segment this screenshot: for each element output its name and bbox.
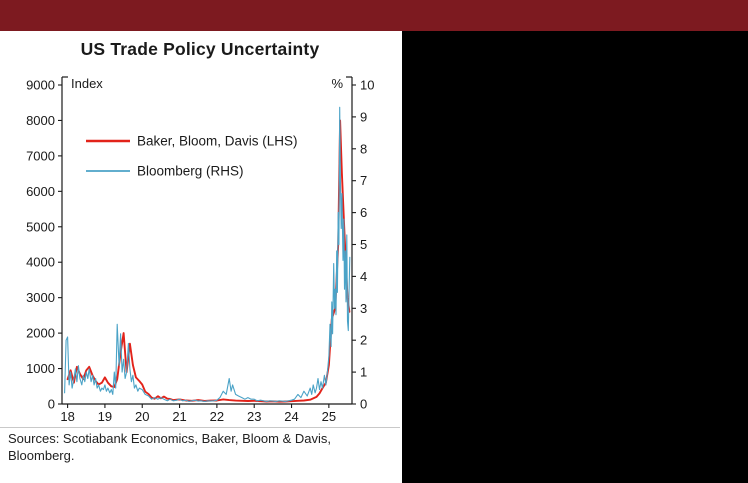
svg-text:2000: 2000 bbox=[26, 326, 55, 341]
svg-text:21: 21 bbox=[172, 409, 186, 424]
svg-text:8: 8 bbox=[360, 141, 367, 156]
svg-text:20: 20 bbox=[135, 409, 149, 424]
svg-text:Bloomberg (RHS): Bloomberg (RHS) bbox=[137, 164, 244, 179]
svg-text:3000: 3000 bbox=[26, 290, 55, 305]
svg-text:5000: 5000 bbox=[26, 219, 55, 234]
top-banner-bar bbox=[0, 0, 748, 31]
svg-text:10: 10 bbox=[360, 78, 374, 93]
sources-text: Sources: Scotiabank Economics, Baker, Bl… bbox=[8, 431, 331, 463]
svg-text:9000: 9000 bbox=[26, 78, 55, 93]
svg-text:7: 7 bbox=[360, 173, 367, 188]
page-title: US Trade Policy Uncertainty bbox=[80, 39, 320, 59]
svg-text:7000: 7000 bbox=[26, 148, 55, 163]
svg-text:6000: 6000 bbox=[26, 184, 55, 199]
svg-text:6: 6 bbox=[360, 205, 367, 220]
side-black-panel bbox=[402, 31, 748, 483]
svg-text:24: 24 bbox=[284, 409, 298, 424]
svg-text:0: 0 bbox=[360, 397, 367, 412]
svg-text:9: 9 bbox=[360, 109, 367, 124]
svg-text:23: 23 bbox=[247, 409, 261, 424]
svg-text:%: % bbox=[331, 76, 343, 91]
svg-text:0: 0 bbox=[48, 397, 55, 412]
svg-text:25: 25 bbox=[322, 409, 336, 424]
svg-text:3: 3 bbox=[360, 301, 367, 316]
sources-note: Sources: Scotiabank Economics, Baker, Bl… bbox=[0, 427, 400, 465]
svg-text:Baker, Bloom, Davis (LHS): Baker, Bloom, Davis (LHS) bbox=[137, 134, 298, 149]
svg-text:18: 18 bbox=[60, 409, 74, 424]
svg-text:Index: Index bbox=[71, 76, 103, 91]
svg-text:4000: 4000 bbox=[26, 255, 55, 270]
svg-text:1000: 1000 bbox=[26, 361, 55, 376]
svg-text:2: 2 bbox=[360, 333, 367, 348]
svg-text:22: 22 bbox=[210, 409, 224, 424]
svg-text:8000: 8000 bbox=[26, 113, 55, 128]
svg-text:1: 1 bbox=[360, 365, 367, 380]
svg-text:5: 5 bbox=[360, 237, 367, 252]
svg-text:19: 19 bbox=[98, 409, 112, 424]
chart-panel: US Trade Policy Uncertainty 0 1000 2000 300… bbox=[0, 31, 402, 483]
svg-text:4: 4 bbox=[360, 269, 367, 284]
uncertainty-line-chart: 0 1000 2000 3000 4000 5000 6000 7000 8000 9000 0 1 2… bbox=[26, 76, 374, 424]
